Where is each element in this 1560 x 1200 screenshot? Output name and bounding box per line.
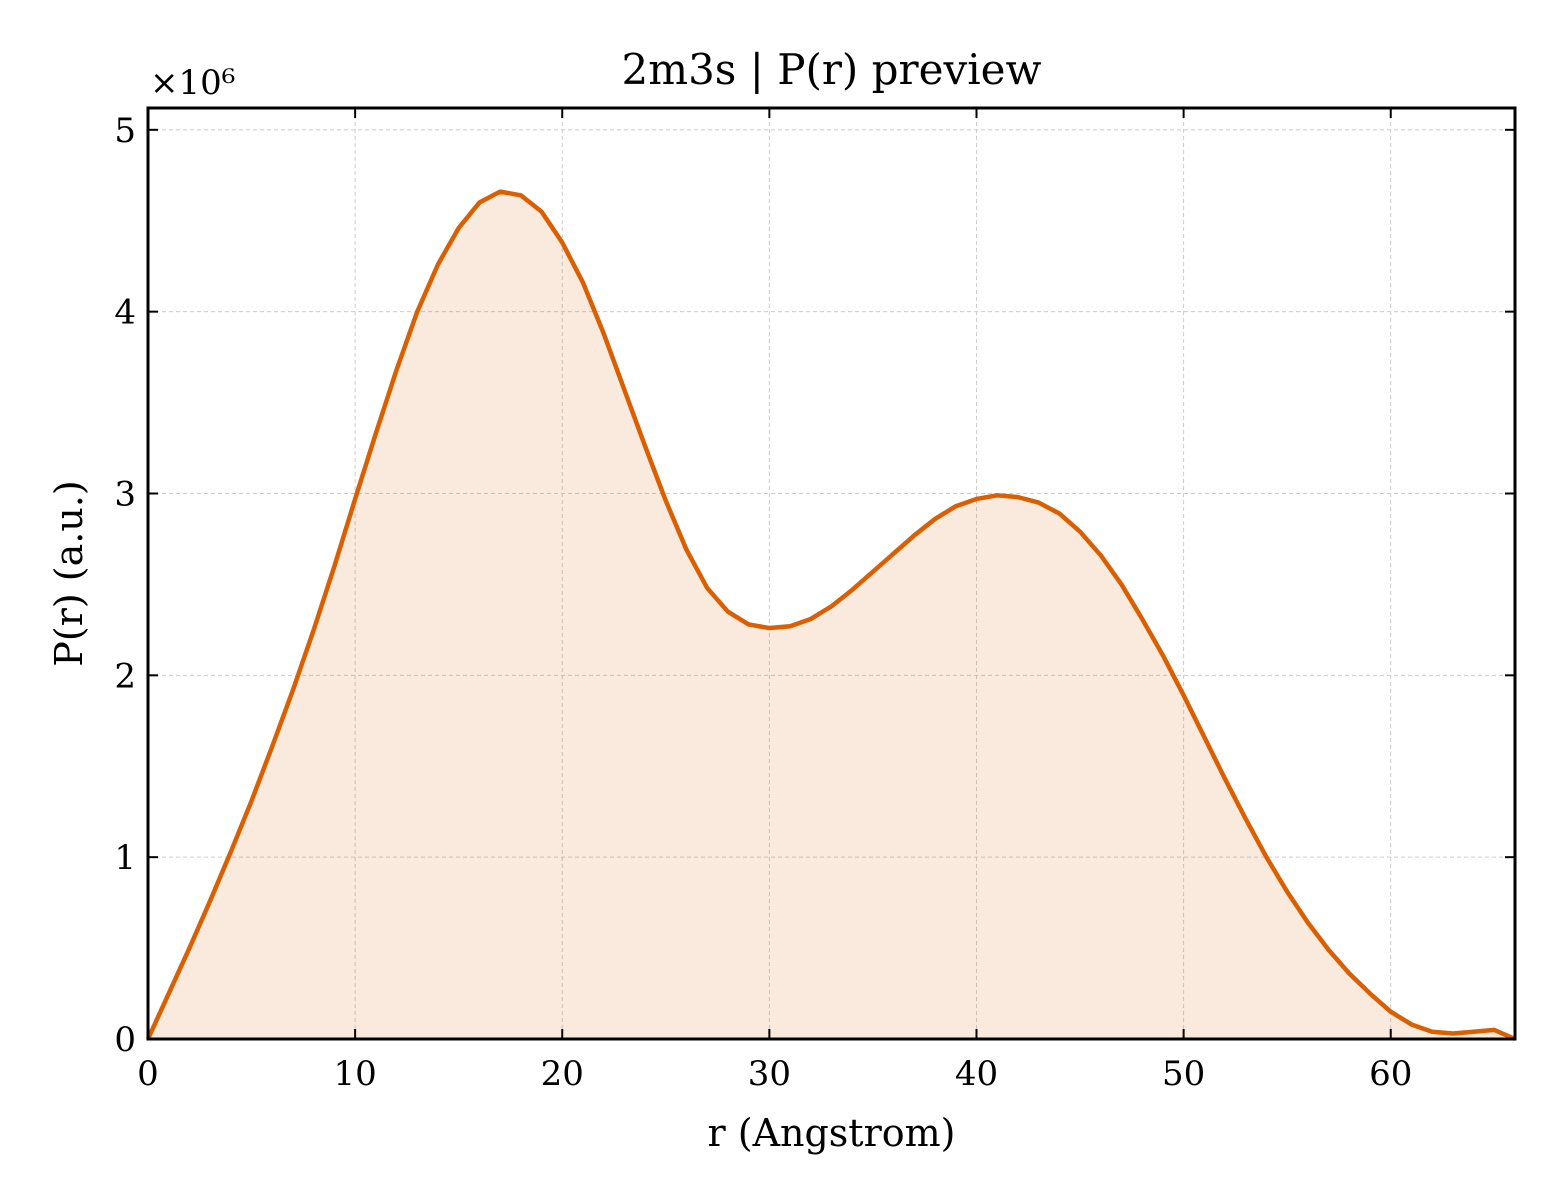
y-axis-multiplier: ×10⁶ [150, 63, 235, 103]
x-tick-label: 0 [137, 1054, 159, 1094]
series-area-fill [148, 191, 1515, 1039]
y-tick-label: 1 [114, 838, 136, 878]
chart-title: 2m3s | P(r) preview [622, 45, 1042, 94]
x-axis: 0 10 20 30 40 50 60 [137, 108, 1412, 1094]
series-line [145, 189, 1516, 1042]
x-tick-label: 40 [955, 1054, 998, 1094]
y-axis-label: P(r) (a.u.) [47, 480, 91, 666]
x-tick-label: 60 [1369, 1054, 1412, 1094]
y-tick-label: 3 [114, 474, 136, 514]
x-axis-label: r (Angstrom) [708, 1111, 956, 1155]
x-tick-label: 20 [541, 1054, 584, 1094]
y-axis: 0 1 2 3 4 5 [114, 111, 1515, 1060]
y-tick-label: 0 [114, 1020, 136, 1060]
x-tick-label: 50 [1162, 1054, 1205, 1094]
y-tick-label: 4 [114, 293, 136, 333]
plot-frame [146, 106, 1517, 1041]
grid [148, 108, 1515, 1039]
x-tick-label: 30 [748, 1054, 791, 1094]
y-tick-label: 2 [114, 656, 136, 696]
y-tick-label: 5 [114, 111, 136, 151]
x-tick-label: 10 [333, 1054, 376, 1094]
